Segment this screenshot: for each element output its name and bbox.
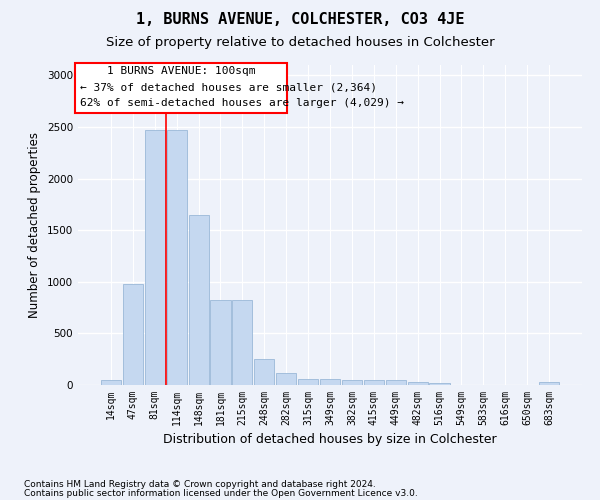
- Bar: [101, 380, 121, 385]
- Text: 1 BURNS AVENUE: 100sqm: 1 BURNS AVENUE: 100sqm: [107, 66, 255, 76]
- Bar: [211, 300, 230, 385]
- Bar: [254, 358, 274, 385]
- Bar: [232, 300, 253, 385]
- Bar: [123, 284, 143, 385]
- Bar: [364, 380, 384, 385]
- X-axis label: Distribution of detached houses by size in Colchester: Distribution of detached houses by size …: [163, 434, 497, 446]
- Bar: [320, 380, 340, 385]
- Bar: [167, 130, 187, 385]
- Bar: [188, 214, 209, 385]
- Bar: [276, 372, 296, 385]
- Bar: [539, 382, 559, 385]
- Bar: [386, 380, 406, 385]
- Text: Contains public sector information licensed under the Open Government Licence v3: Contains public sector information licen…: [24, 488, 418, 498]
- Bar: [145, 130, 165, 385]
- Bar: [298, 380, 318, 385]
- Text: Size of property relative to detached houses in Colchester: Size of property relative to detached ho…: [106, 36, 494, 49]
- Text: 1, BURNS AVENUE, COLCHESTER, CO3 4JE: 1, BURNS AVENUE, COLCHESTER, CO3 4JE: [136, 12, 464, 28]
- Text: 62% of semi-detached houses are larger (4,029) →: 62% of semi-detached houses are larger (…: [80, 98, 404, 108]
- Y-axis label: Number of detached properties: Number of detached properties: [28, 132, 41, 318]
- Bar: [430, 384, 449, 385]
- Bar: [407, 382, 428, 385]
- Bar: [342, 380, 362, 385]
- Text: ← 37% of detached houses are smaller (2,364): ← 37% of detached houses are smaller (2,…: [80, 82, 377, 92]
- Text: Contains HM Land Registry data © Crown copyright and database right 2024.: Contains HM Land Registry data © Crown c…: [24, 480, 376, 489]
